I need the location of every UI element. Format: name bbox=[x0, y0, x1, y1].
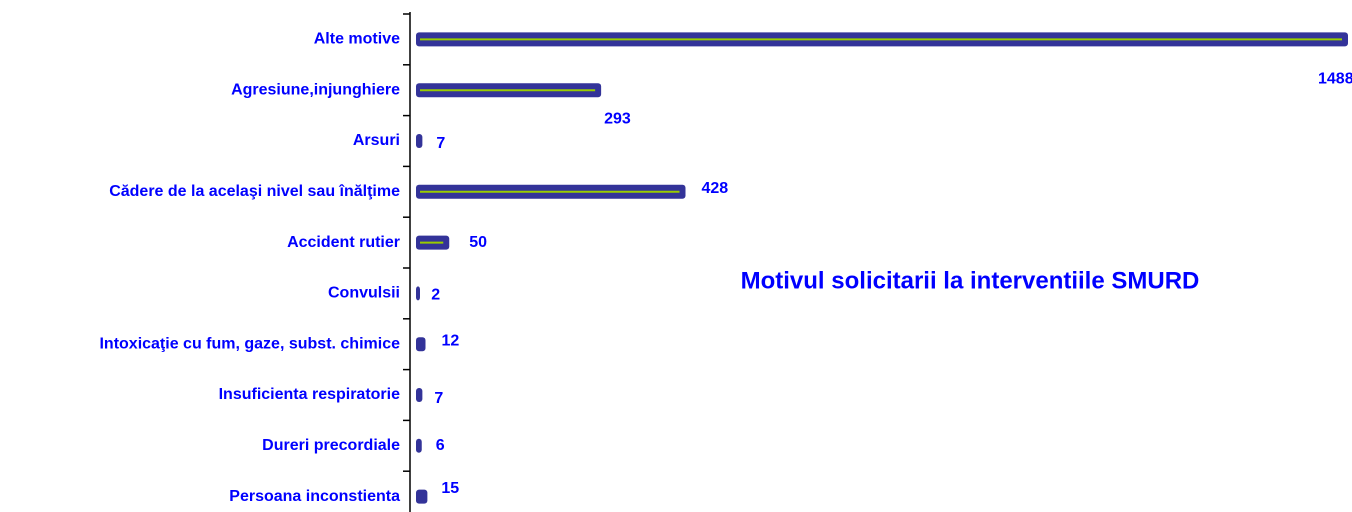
category-label: Agresiune,injunghiere bbox=[231, 81, 400, 98]
value-label: 2 bbox=[431, 287, 440, 304]
value-label: 50 bbox=[469, 234, 487, 251]
bar bbox=[416, 438, 422, 453]
value-label: 15 bbox=[441, 480, 459, 497]
bar bbox=[416, 286, 420, 301]
bar bbox=[416, 388, 423, 402]
category-label: Alte motive bbox=[314, 31, 400, 48]
value-label: 293 bbox=[604, 110, 631, 127]
bar bbox=[416, 489, 428, 504]
value-label: 1488 bbox=[1318, 71, 1352, 88]
chart-title: Motivul solicitarii la interventiile SMU… bbox=[741, 267, 1200, 294]
value-label: 6 bbox=[436, 437, 445, 454]
category-label: Cădere de la acelaşi nivel sau înălţime bbox=[109, 183, 400, 200]
value-label: 12 bbox=[442, 332, 460, 349]
category-label: Persoana inconstienta bbox=[229, 488, 400, 505]
bar bbox=[416, 134, 423, 148]
category-label: Arsuri bbox=[353, 132, 400, 149]
value-label: 7 bbox=[436, 135, 445, 152]
category-label: Insuficienta respiratorie bbox=[219, 386, 400, 403]
value-label: 7 bbox=[434, 390, 443, 407]
category-label: Convulsii bbox=[328, 285, 400, 302]
bar bbox=[416, 337, 426, 352]
value-label: 428 bbox=[702, 180, 729, 197]
category-label: Accident rutier bbox=[287, 234, 400, 251]
category-label: Dureri precordiale bbox=[262, 437, 400, 454]
category-label: Intoxicaţie cu fum, gaze, subst. chimice bbox=[99, 335, 400, 352]
